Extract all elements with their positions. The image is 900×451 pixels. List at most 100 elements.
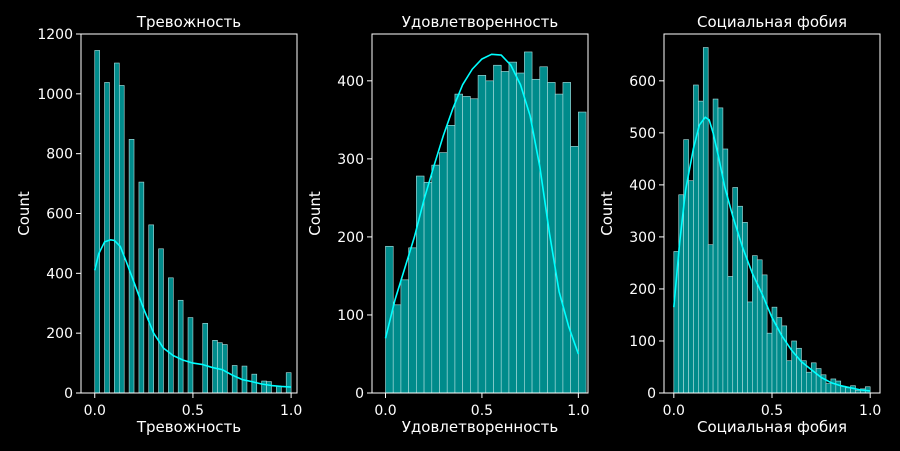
- histogram-bar: [485, 80, 494, 394]
- histogram-bar: [766, 332, 773, 394]
- histogram-bar: [392, 304, 402, 394]
- histogram-bar: [400, 279, 409, 394]
- x-tick-label: 0.0: [84, 403, 106, 419]
- x-tick-label: 0.0: [663, 403, 685, 419]
- histogram-bar: [217, 342, 223, 394]
- histogram-bar: [516, 72, 525, 394]
- y-tick-label: 1000: [37, 87, 73, 103]
- x-tick-label: 1.0: [280, 403, 302, 419]
- chart-title: Социальная фобия: [697, 13, 847, 31]
- histogram-bar: [570, 146, 579, 394]
- histogram-bar: [261, 380, 267, 394]
- histogram-bar: [761, 274, 768, 394]
- histogram-bar: [578, 111, 587, 394]
- histogram-bar: [830, 378, 837, 394]
- y-axis-label: Count: [598, 191, 616, 236]
- histogram-bar: [756, 259, 763, 394]
- histogram-bar: [477, 75, 487, 394]
- histogram-bar: [815, 368, 822, 394]
- histogram-bar: [796, 347, 802, 394]
- y-axis-label: Count: [306, 191, 324, 236]
- y-tick-label: 400: [46, 266, 73, 282]
- y-tick-label: 1200: [37, 27, 73, 43]
- histogram-bar: [408, 247, 417, 394]
- histogram-bar: [727, 276, 734, 394]
- y-tick-label: 200: [337, 230, 364, 246]
- subplot-1: 0 200 400 600 800 1000 1200 0.0 0.5 1.0 Тревожност…: [15, 13, 302, 436]
- histogram-bar: [266, 381, 272, 394]
- histogram-bar: [454, 93, 463, 394]
- kde-line: [384, 53, 580, 355]
- histogram-bar: [810, 362, 817, 394]
- y-tick-label: 300: [337, 152, 364, 168]
- subplot-2: 0 100 200 300 400 0.0 0.5 1.0 Удовлетворенность У…: [306, 13, 589, 436]
- y-tick-label: 300: [629, 230, 656, 246]
- histogram-bar: [554, 93, 564, 394]
- histogram-bar: [531, 78, 541, 394]
- histogram-bar: [722, 148, 729, 394]
- histogram-bar: [786, 360, 792, 394]
- histogram-bar: [825, 383, 832, 394]
- histogram-bar: [698, 100, 704, 394]
- x-tick-label: 0.5: [471, 403, 493, 419]
- histogram-bar: [508, 61, 517, 394]
- histogram-bar: [439, 152, 448, 394]
- y-tick-label: 100: [337, 308, 364, 324]
- histogram-bar: [688, 180, 694, 394]
- histogram-bar: [114, 62, 120, 394]
- histogram-bar: [416, 175, 425, 394]
- histogram-bar: [222, 344, 228, 394]
- histogram-bar: [845, 387, 851, 394]
- x-axis-label: Удовлетворенность: [402, 418, 558, 436]
- y-tick-label: 600: [629, 74, 656, 90]
- x-tick-label: 1.0: [567, 403, 589, 419]
- histogram-bar: [158, 248, 164, 394]
- y-axis-label: Count: [15, 191, 33, 236]
- histogram-bar: [231, 365, 238, 394]
- chart-title: Удовлетворенность: [402, 13, 558, 31]
- histogram-bar: [493, 64, 502, 394]
- histogram-bar: [187, 317, 194, 394]
- y-tick-label: 800: [46, 147, 73, 163]
- histogram-bar: [702, 47, 709, 394]
- kde-line: [93, 239, 292, 388]
- x-axis-label: Социальная фобия: [697, 418, 847, 436]
- histogram-bar: [285, 372, 292, 394]
- x-tick-label: 0.5: [761, 403, 783, 419]
- subplot-3: 0 100 200 300 400 500 600 0.0 0.5 1.0 Социальная ф…: [598, 13, 881, 436]
- y-tick-label: 0: [64, 386, 73, 402]
- histogram-bar: [747, 301, 753, 394]
- y-tick-label: 500: [629, 126, 656, 142]
- y-tick-label: 400: [629, 178, 656, 194]
- histogram-bar: [470, 98, 479, 394]
- x-axis-label: Тревожность: [136, 418, 241, 436]
- histogram-bar: [104, 82, 110, 394]
- histogram-bar: [212, 340, 218, 394]
- histogram-bar: [128, 139, 135, 394]
- histogram-bar: [251, 373, 258, 394]
- histogram-bar: [118, 85, 125, 394]
- histogram-bar: [148, 224, 154, 394]
- y-tick-label: 200: [629, 282, 656, 298]
- histogram-bar: [423, 181, 433, 394]
- histogram-bar: [707, 244, 714, 394]
- x-tick-label: 0.5: [182, 403, 204, 419]
- y-tick-label: 100: [629, 334, 656, 350]
- histogram-bar: [94, 50, 100, 394]
- x-tick-label: 0.0: [374, 403, 396, 419]
- histogram-bar: [177, 299, 184, 394]
- histogram-bar: [202, 322, 208, 394]
- chart-title: Тревожность: [136, 13, 241, 31]
- histogram-bar: [791, 340, 797, 394]
- histogram-bar: [446, 125, 456, 394]
- histogram-bar: [717, 107, 724, 394]
- axes-frame: [371, 33, 589, 394]
- histogram-bar: [431, 164, 440, 394]
- x-tick-label: 1.0: [859, 403, 881, 419]
- histogram-bar: [547, 82, 556, 394]
- y-tick-label: 200: [46, 326, 73, 342]
- y-tick-label: 0: [647, 386, 656, 402]
- histogram-bar: [462, 96, 471, 394]
- histogram-bar: [806, 371, 812, 394]
